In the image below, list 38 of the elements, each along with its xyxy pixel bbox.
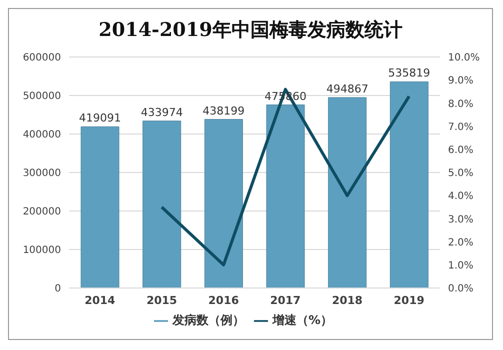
y2-tick-label: 10.0%	[448, 52, 480, 64]
y-tick-label: 300000	[22, 168, 61, 180]
y-tick-label: 500000	[22, 91, 61, 102]
y2-tick-label: 6.0%	[448, 144, 474, 156]
bar	[204, 119, 243, 288]
x-tick-label: 2017	[270, 294, 301, 307]
y2-tick-label: 5.0%	[448, 168, 474, 180]
bar	[266, 104, 305, 288]
bar	[390, 81, 428, 288]
data-label: 535819	[388, 66, 430, 80]
data-label: 419091	[79, 112, 121, 125]
y-tick-label: 600000	[22, 52, 61, 64]
y2-tick-label: 0.0%	[448, 284, 474, 295]
y2-tick-label: 1.0%	[448, 260, 474, 272]
y2-tick-label: 2.0%	[448, 237, 474, 248]
y-tick-label: 0	[54, 284, 61, 295]
chart-title: 2014-2019年中国梅毒发病数统计	[98, 18, 404, 43]
x-tick-label: 2014	[84, 294, 116, 307]
legend-label: 发病数（例）	[172, 313, 244, 327]
bar	[328, 97, 367, 288]
x-tick-label: 2019	[394, 294, 424, 307]
y2-tick-label: 7.0%	[448, 122, 474, 133]
x-tick-label: 2015	[146, 294, 178, 307]
y2-tick-label: 3.0%	[448, 214, 474, 226]
y2-tick-label: 8.0%	[448, 98, 474, 110]
y-tick-label: 100000	[22, 245, 61, 256]
bar	[142, 120, 182, 288]
data-label: 438199	[202, 104, 245, 118]
y2-tick-label: 4.0%	[448, 191, 474, 202]
x-tick-label: 2016	[208, 294, 240, 307]
bar	[80, 126, 120, 288]
y-tick-label: 400000	[22, 130, 61, 141]
data-label: 494867	[326, 82, 368, 96]
legend-label: 增速（%）	[272, 313, 333, 327]
data-label: 433974	[140, 106, 183, 119]
x-tick-label: 2018	[332, 294, 363, 307]
y2-tick-label: 9.0%	[448, 76, 474, 87]
y-tick-label: 200000	[22, 206, 61, 218]
